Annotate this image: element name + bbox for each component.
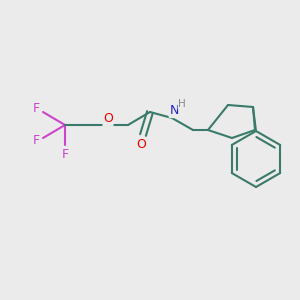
- Text: H: H: [178, 99, 186, 109]
- Text: F: F: [32, 103, 40, 116]
- Text: N: N: [169, 104, 179, 118]
- Text: O: O: [103, 112, 113, 125]
- Text: F: F: [32, 134, 40, 148]
- Text: O: O: [136, 137, 146, 151]
- Text: F: F: [61, 148, 69, 160]
